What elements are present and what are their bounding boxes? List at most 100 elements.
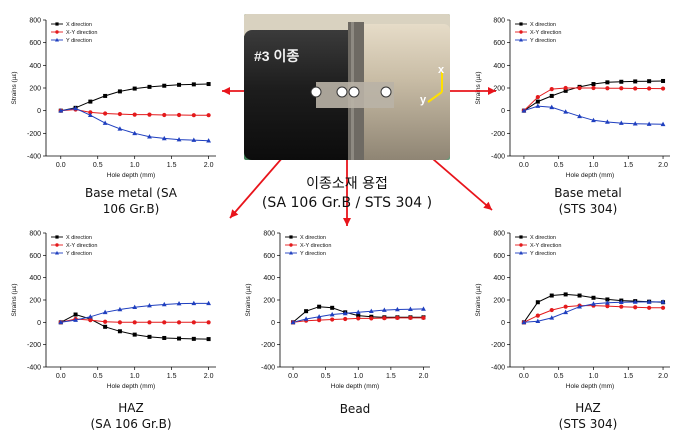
data-point bbox=[577, 113, 582, 119]
data-point bbox=[647, 79, 652, 84]
x-axis-label: Hole depth (mm) bbox=[107, 383, 155, 390]
data-point bbox=[103, 319, 108, 324]
legend-label: X-Y direction bbox=[530, 243, 561, 249]
data-point bbox=[88, 110, 93, 115]
data-point bbox=[549, 87, 554, 92]
data-point bbox=[632, 121, 638, 126]
legend-marker bbox=[289, 243, 293, 247]
y-tick-label: 800 bbox=[493, 231, 505, 238]
data-point bbox=[117, 320, 123, 325]
y-axis-label: Strains (µε) bbox=[475, 71, 482, 104]
data-point bbox=[549, 315, 555, 320]
data-point bbox=[591, 85, 596, 91]
data-point bbox=[605, 80, 610, 85]
y-tick-label: -200 bbox=[27, 131, 41, 138]
legend-marker bbox=[519, 250, 523, 255]
data-point bbox=[591, 82, 596, 87]
data-point bbox=[619, 79, 624, 84]
data-point bbox=[563, 85, 568, 91]
legend-marker bbox=[519, 30, 523, 34]
center-caption-line1: 이종소재 용접 bbox=[306, 176, 388, 192]
y-tick-label: -400 bbox=[261, 365, 275, 372]
y-tick-label: 200 bbox=[263, 298, 275, 305]
pointer-arrowhead bbox=[343, 218, 351, 226]
data-point bbox=[632, 299, 638, 304]
y-tick-label: 600 bbox=[493, 40, 505, 47]
data-point bbox=[563, 304, 568, 309]
y-tick-label: 600 bbox=[493, 253, 505, 260]
y-tick-label: 0 bbox=[501, 320, 505, 327]
data-point bbox=[117, 306, 123, 312]
legend-label: X direction bbox=[530, 22, 556, 28]
data-point bbox=[577, 304, 582, 309]
data-point bbox=[162, 83, 167, 88]
legend-marker bbox=[519, 22, 523, 26]
data-point bbox=[618, 120, 624, 125]
data-point bbox=[535, 103, 541, 108]
legend-label: Y direction bbox=[66, 38, 92, 44]
weld-photo: #3 이종 x y bbox=[244, 14, 450, 160]
y-tick-label: 600 bbox=[263, 253, 275, 260]
y-tick-label: 0 bbox=[37, 320, 41, 327]
legend-marker bbox=[289, 235, 293, 239]
data-point bbox=[147, 112, 152, 117]
chart-caption-2-line1: Base metal bbox=[554, 186, 622, 200]
y-tick-label: 800 bbox=[493, 18, 505, 25]
legend-marker bbox=[519, 243, 523, 247]
x-tick-label: 0.5 bbox=[554, 162, 564, 169]
legend-label: X direction bbox=[66, 235, 92, 241]
y-axis-label: Strains (µε) bbox=[11, 283, 18, 316]
legend-label: X-Y direction bbox=[530, 30, 561, 36]
data-point bbox=[605, 304, 610, 309]
data-point bbox=[132, 332, 137, 337]
y-tick-label: -400 bbox=[491, 365, 505, 372]
data-point bbox=[647, 86, 652, 91]
data-point bbox=[549, 104, 555, 110]
y-tick-label: 800 bbox=[29, 18, 41, 25]
data-point bbox=[58, 319, 64, 325]
data-point bbox=[161, 301, 167, 307]
data-point bbox=[132, 130, 138, 136]
chart-3: -400 -200 0 200 400 600 800 0.0 0.5 1.0 1.5 2.0 Hole… bbox=[11, 231, 216, 390]
legend-marker bbox=[519, 37, 523, 42]
x-axis-label: Hole depth (mm) bbox=[107, 172, 155, 179]
y-tick-label: -200 bbox=[491, 342, 505, 349]
chart-caption-2: Base metal (STS 304) bbox=[508, 185, 668, 217]
data-point bbox=[408, 306, 413, 311]
y-tick-label: 600 bbox=[29, 40, 41, 47]
legend-marker bbox=[289, 250, 293, 255]
data-point bbox=[176, 300, 182, 306]
data-point bbox=[73, 312, 78, 317]
data-point bbox=[161, 135, 167, 141]
legend-label: Y direction bbox=[66, 251, 92, 257]
chart-4: -400 -200 0 200 400 600 800 0.0 0.5 1.0 1.5 2.0 Hole… bbox=[245, 231, 430, 390]
data-point bbox=[102, 309, 108, 315]
data-point bbox=[563, 292, 568, 297]
x-tick-label: 0.0 bbox=[56, 373, 66, 380]
data-point bbox=[619, 304, 624, 309]
data-point bbox=[381, 307, 387, 312]
legend-label: Y direction bbox=[300, 251, 326, 257]
x-tick-label: 1.0 bbox=[589, 373, 599, 380]
chart-caption-3-line1: HAZ bbox=[118, 401, 144, 415]
data-point bbox=[176, 112, 182, 118]
y-tick-label: -400 bbox=[491, 154, 505, 161]
legend-label: X-Y direction bbox=[66, 243, 97, 249]
data-point bbox=[206, 82, 211, 87]
x-tick-label: 1.0 bbox=[130, 162, 140, 169]
data-point bbox=[521, 319, 527, 325]
data-point bbox=[661, 78, 666, 83]
x-tick-label: 2.0 bbox=[658, 162, 668, 169]
data-point bbox=[206, 300, 212, 306]
x-tick-label: 2.0 bbox=[204, 162, 214, 169]
x-axis-label: Hole depth (mm) bbox=[331, 383, 379, 390]
pointer-arrowhead bbox=[488, 87, 496, 95]
x-tick-label: 1.5 bbox=[167, 373, 177, 380]
data-point bbox=[87, 112, 93, 117]
chart-caption-1-line1: Base metal (SA bbox=[84, 186, 178, 200]
data-point bbox=[521, 108, 527, 113]
data-point bbox=[633, 86, 638, 91]
data-point bbox=[342, 310, 348, 316]
data-point bbox=[206, 337, 211, 342]
data-point bbox=[330, 305, 335, 310]
